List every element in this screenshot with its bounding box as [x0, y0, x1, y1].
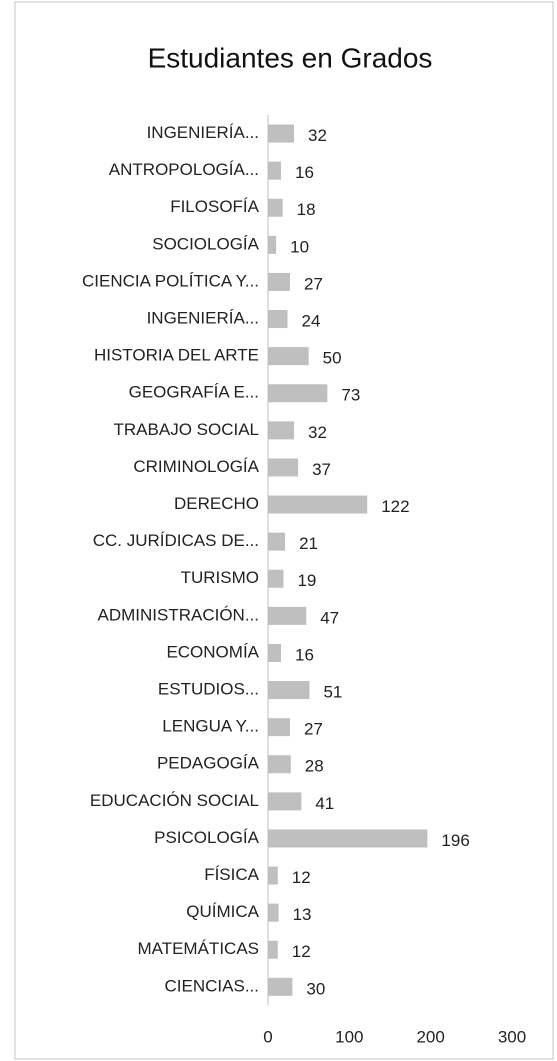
value-label: 12: [292, 942, 311, 961]
y-tick-label: INGENIERÍA...: [147, 123, 259, 142]
value-label: 10: [290, 237, 309, 256]
value-label: 196: [441, 831, 469, 850]
bar: [268, 532, 286, 551]
y-tick-label: DERECHO: [174, 494, 259, 513]
bar: [268, 606, 307, 625]
bar: [268, 681, 310, 700]
y-tick-label: HISTORIA DEL ARTE: [94, 346, 259, 365]
value-label: 37: [312, 460, 331, 479]
value-label: 30: [306, 979, 325, 998]
value-label: 19: [297, 571, 316, 590]
y-tick-label: PEDAGOGÍA: [157, 754, 260, 773]
value-label: 24: [302, 312, 321, 331]
chart-border: [14, 1, 554, 1060]
y-tick-label: ANTROPOLOGÍA...: [109, 160, 259, 179]
value-label: 18: [297, 200, 316, 219]
value-label: 16: [295, 163, 314, 182]
bar: [268, 198, 283, 217]
y-tick-label: CIENCIAS...: [165, 976, 259, 995]
x-tick-label: 100: [335, 1027, 363, 1046]
bar: [268, 755, 291, 774]
bar: [268, 124, 295, 143]
y-tick-label: ECONOMÍA: [166, 642, 259, 661]
x-tick-label: 0: [263, 1027, 272, 1046]
value-label: 32: [308, 423, 327, 442]
bar: [268, 829, 428, 848]
value-label: 16: [295, 645, 314, 664]
bar: [268, 977, 293, 996]
bar: [268, 272, 290, 291]
bar: [268, 903, 279, 922]
x-tick-label: 300: [498, 1027, 526, 1046]
value-label: 73: [341, 386, 360, 405]
y-tick-label: ESTUDIOS...: [158, 680, 259, 699]
bar: [268, 458, 299, 477]
value-label: 47: [320, 608, 339, 627]
chart-title: Estudiantes en Grados: [148, 42, 433, 73]
bar: [268, 347, 309, 366]
bar: [268, 792, 302, 811]
y-tick-label: CC. JURÍDICAS DE...: [93, 531, 259, 550]
bar: [268, 940, 278, 959]
y-tick-label: MATEMÁTICAS: [137, 939, 259, 958]
bar: [268, 384, 328, 403]
bar: [268, 495, 368, 514]
y-tick-label: CIENCIA POLÍTICA Y...: [82, 271, 259, 290]
value-label: 27: [304, 720, 323, 739]
bar: [268, 235, 277, 254]
bar: [268, 421, 295, 440]
bar: [268, 643, 282, 662]
y-tick-label: CRIMINOLOGÍA: [133, 457, 259, 476]
bar: [268, 866, 278, 885]
y-tick-label: TRABAJO SOCIAL: [114, 420, 259, 439]
y-tick-label: TURISMO: [181, 568, 259, 587]
bar: [268, 718, 290, 737]
x-tick-label: 200: [416, 1027, 444, 1046]
bar: [268, 161, 282, 180]
value-label: 13: [293, 905, 312, 924]
y-tick-label: ADMINISTRACIÓN...: [97, 605, 259, 624]
value-label: 51: [323, 683, 342, 702]
value-label: 32: [308, 126, 327, 145]
bar: [268, 569, 284, 588]
value-label: 27: [304, 274, 323, 293]
value-label: 12: [292, 868, 311, 887]
bar: [268, 310, 288, 329]
y-tick-label: SOCIOLOGÍA: [152, 234, 259, 253]
y-tick-label: FÍSICA: [204, 865, 259, 884]
y-tick-label: GEOGRAFÍA E...: [129, 383, 259, 402]
y-tick-label: LENGUA Y...: [162, 717, 259, 736]
value-label: 21: [299, 534, 318, 553]
y-tick-label: FILOSOFÍA: [170, 197, 259, 216]
y-tick-label: QUÍMICA: [186, 902, 259, 921]
y-tick-label: EDUCACIÓN SOCIAL: [90, 791, 259, 810]
y-tick-label: INGENIERÍA...: [147, 309, 259, 328]
value-label: 50: [323, 349, 342, 368]
y-tick-label: PSICOLOGÍA: [154, 828, 260, 847]
value-label: 122: [381, 497, 409, 516]
value-label: 41: [315, 794, 334, 813]
value-label: 28: [305, 757, 324, 776]
